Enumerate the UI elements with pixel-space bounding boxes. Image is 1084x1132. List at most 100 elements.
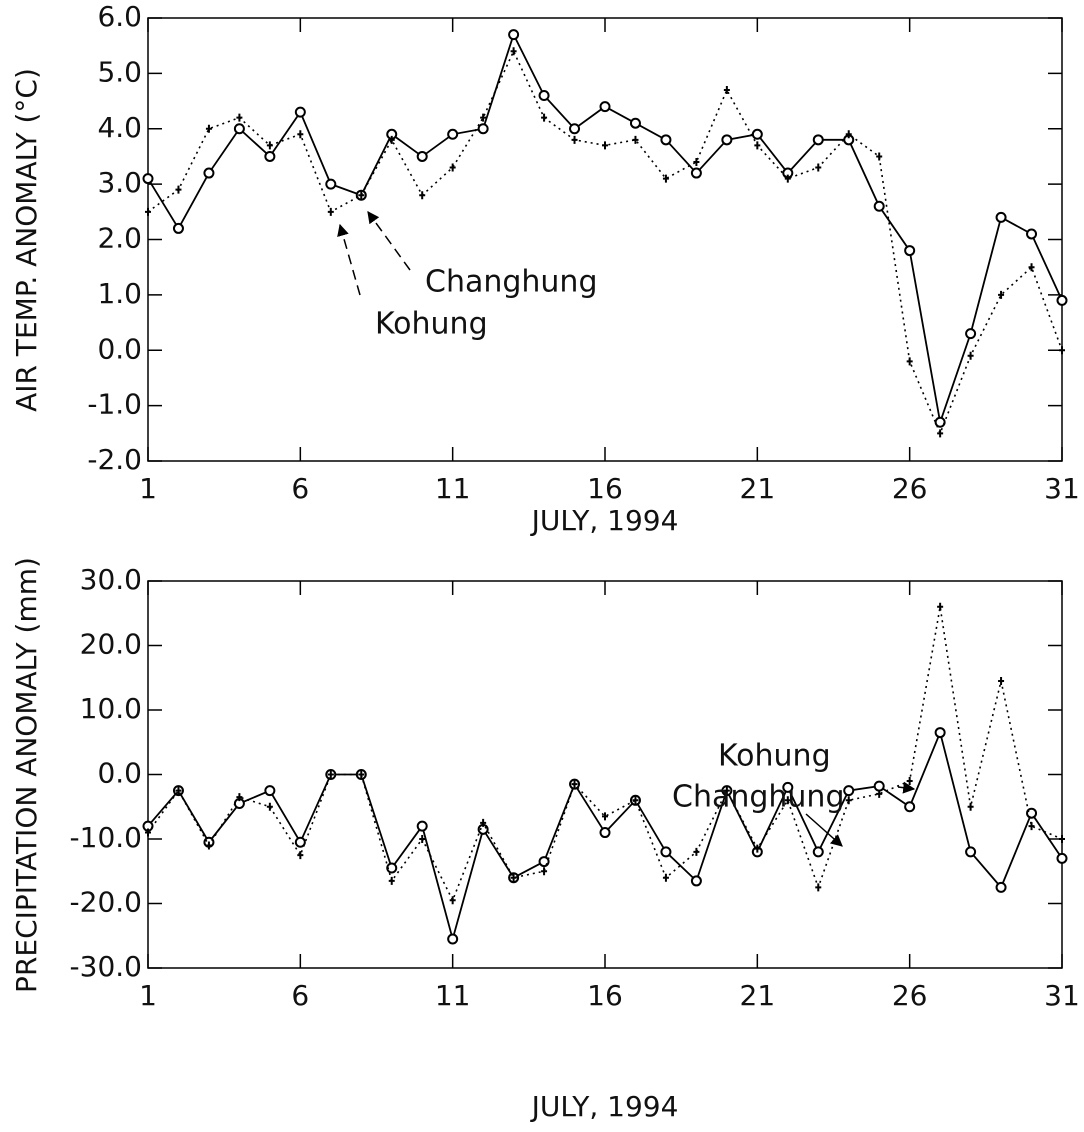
marker-circle [264,150,276,162]
marker-circle [264,785,276,797]
marker-plus [541,867,548,876]
y-tick-label: -1.0 [87,388,142,421]
marker-plus [145,207,151,216]
x-tick-label: 1 [139,472,157,505]
y-tick-label: -10.0 [70,821,142,854]
marker-circle [599,101,611,113]
marker-plus [480,818,487,827]
x-tick-label: 21 [740,979,776,1012]
marker-circle [416,150,428,162]
marker-circle [538,856,550,868]
marker-circle [629,117,641,129]
series-line [147,32,1063,426]
marker-plus [205,124,212,133]
y-tick-label: 6.0 [97,0,142,33]
annotation: Kohung [718,739,831,774]
marker-plus [876,152,883,161]
x-tick-label: 11 [435,472,471,505]
annotation: Changhung [672,780,845,815]
marker-circle [416,820,428,832]
marker-circle [812,134,824,146]
marker-plus [754,141,761,150]
marker-circle [751,128,763,140]
marker-plus [967,351,974,360]
marker-plus [205,841,212,850]
marker-circle [995,881,1007,893]
arrow [897,781,916,794]
marker-circle [934,727,946,739]
y-tick-label: -30.0 [70,950,142,983]
marker-circle [904,801,916,813]
marker-plus [419,191,426,200]
marker-plus [784,174,791,183]
y-tick-label: 3.0 [97,166,142,199]
marker-circle [1026,807,1038,819]
marker-plus [784,796,791,805]
marker-plus [419,835,426,843]
marker-plus [723,85,730,94]
marker-plus [876,789,883,798]
marker-circle [1026,228,1038,240]
marker-circle [782,781,794,793]
y-tick-label: -20.0 [70,886,142,919]
x-tick-label: 11 [435,979,471,1012]
marker-circle [965,846,977,858]
x-tick-label: 6 [291,472,309,505]
x-tick-label: 16 [587,979,623,1012]
marker-plus [449,163,456,172]
marker-circle [843,785,855,797]
marker-circle [904,245,916,257]
plot-frame [147,17,1063,462]
y-tick-label: 2.0 [97,222,142,255]
marker-plus [967,802,974,811]
marker-plus [602,812,608,821]
marker-plus [541,113,548,122]
y-tick-label: 5.0 [97,55,142,88]
marker-plus [723,786,730,795]
marker-plus [388,876,395,885]
marker-plus [662,873,669,882]
marker-plus [175,185,182,194]
y-tick-label: 10.0 [80,692,142,725]
marker-plus [632,135,639,144]
marker-circle [965,328,977,340]
marker-plus [327,770,334,779]
marker-circle [447,933,459,945]
marker-plus [1028,263,1035,272]
marker-circle [995,211,1007,223]
marker-plus [845,796,852,805]
marker-plus [754,844,761,853]
y-tick-label: 4.0 [97,111,142,144]
y-tick-label: 0.0 [97,332,142,365]
marker-circle [477,123,489,135]
marker-plus [815,163,822,172]
marker-plus [1028,822,1035,831]
marker-circle [721,134,733,146]
series-line [147,606,1063,903]
marker-plus [480,113,487,122]
plot-frame [147,580,1063,969]
marker-circle [660,134,672,146]
marker-plus [693,157,700,166]
marker-circle [538,90,550,102]
marker-circle [1056,294,1068,306]
x-tick-label: 1 [139,979,157,1012]
arrow [367,211,411,271]
marker-plus [998,290,1005,299]
marker-plus [510,47,517,56]
x-tick-label: 26 [892,979,928,1012]
marker-plus [845,130,852,139]
marker-circle [873,200,885,212]
marker-plus [632,796,639,805]
marker-plus [175,786,182,795]
marker-circle [233,123,245,135]
marker-plus [297,851,304,860]
marker-plus [693,847,700,856]
annotation: Changhung [425,265,598,300]
marker-circle [812,846,824,858]
marker-circle [294,836,306,848]
y-tick-label: 30.0 [80,563,142,596]
annotation: Kohung [375,307,488,342]
marker-plus [937,602,944,611]
